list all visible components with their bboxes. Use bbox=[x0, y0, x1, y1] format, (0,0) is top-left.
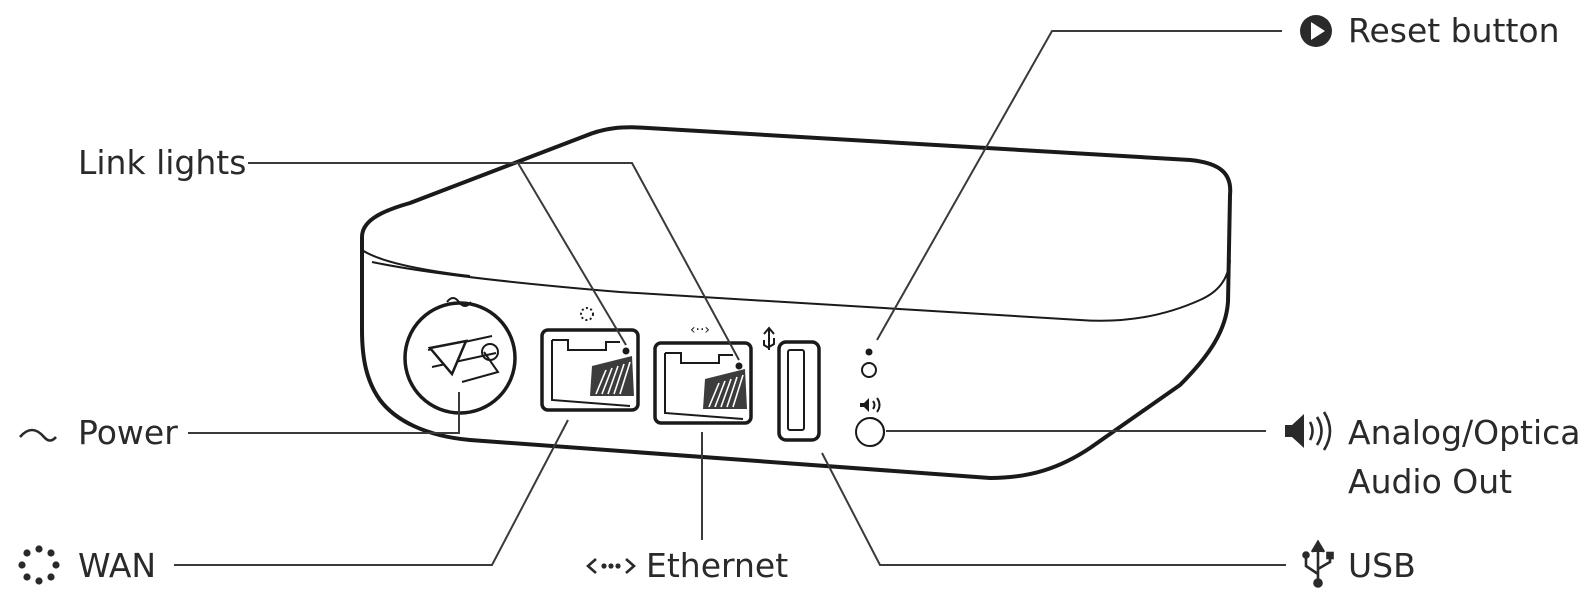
usb-trident-icon bbox=[1302, 539, 1334, 588]
audio-label-line2: Audio Out bbox=[1348, 462, 1512, 501]
audio-callout: Analog/Optical Audio Out bbox=[1285, 411, 1582, 501]
wan-link-light bbox=[622, 347, 630, 355]
audio-port-glyph-icon bbox=[860, 398, 869, 412]
power-callout: Power bbox=[19, 413, 178, 452]
wan-dots-icon bbox=[18, 545, 60, 585]
wan-callout: WAN bbox=[18, 545, 156, 585]
wan-port bbox=[540, 307, 640, 412]
reset-callout: Reset button bbox=[1300, 11, 1560, 50]
speaker-icon bbox=[1285, 411, 1332, 451]
usb-label: USB bbox=[1348, 546, 1416, 585]
power-socket bbox=[403, 297, 517, 415]
ethernet-port-glyph-icon: ‹··› bbox=[690, 322, 710, 338]
power-port-glyph-icon bbox=[446, 297, 472, 307]
reset-play-icon bbox=[1300, 15, 1332, 47]
link-lights-label: Link lights bbox=[78, 143, 246, 182]
audio-label-line1: Analog/Optical bbox=[1348, 413, 1582, 452]
reset-hole bbox=[861, 348, 877, 378]
ethernet-arrows-icon bbox=[586, 558, 636, 574]
tilde-power-icon bbox=[19, 428, 57, 442]
ethernet-link-light bbox=[735, 362, 743, 370]
usb-callout: USB bbox=[1302, 539, 1416, 588]
audio-jack bbox=[855, 397, 885, 447]
ethernet-label: Ethernet bbox=[646, 546, 788, 585]
reset-label: Reset button bbox=[1348, 11, 1560, 50]
ethernet-callout: Ethernet bbox=[586, 546, 788, 585]
leader-lines bbox=[174, 30, 1286, 566]
wan-port-glyph-icon bbox=[580, 307, 594, 321]
ethernet-port: ‹··› bbox=[653, 322, 753, 425]
wan-label: WAN bbox=[78, 546, 156, 585]
power-label: Power bbox=[78, 413, 178, 452]
usb-port-glyph-icon bbox=[763, 326, 775, 350]
usb-port bbox=[763, 326, 821, 442]
